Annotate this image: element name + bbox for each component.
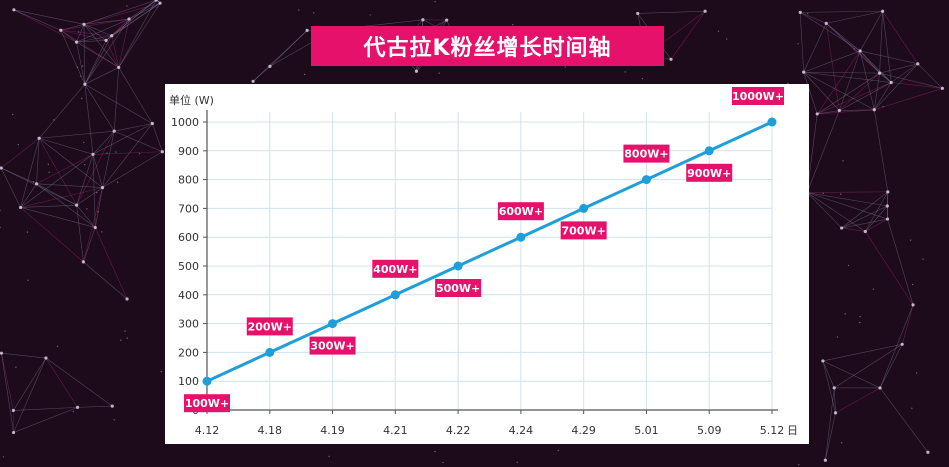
x-tick-label: 4.12 [195, 424, 220, 437]
data-label-text: 200W+ [248, 320, 292, 333]
data-label-text: 600W+ [499, 205, 543, 218]
data-label: 100W+ [184, 394, 230, 413]
data-point [579, 203, 589, 213]
grid-lines [207, 112, 773, 410]
y-axis-title: 单位 (W) [169, 93, 214, 107]
chart-card: 010020030040050060070080090010004.124.18… [165, 84, 809, 444]
data-label-box [732, 87, 784, 105]
data-label-text: 1000W+ [732, 90, 784, 103]
y-tick-label: 600 [178, 231, 199, 244]
data-label-text: 800W+ [624, 148, 668, 161]
data-label: 1000W+ [732, 87, 784, 105]
data-point [328, 319, 338, 329]
x-axis-title: 日 [787, 424, 798, 437]
data-label: 900W+ [686, 163, 733, 182]
y-tick-label: 100 [178, 375, 199, 388]
data-label-text: 400W+ [373, 263, 417, 276]
data-label: 600W+ [497, 202, 544, 221]
data-label-box [246, 317, 293, 336]
x-tick-label: 4.29 [571, 424, 596, 437]
data-label: 500W+ [435, 279, 482, 297]
y-tick-label: 700 [178, 202, 199, 215]
y-tick-label: 300 [178, 318, 199, 331]
y-tick-label: 400 [178, 289, 199, 302]
x-tick-label: 4.19 [320, 424, 345, 437]
data-point [390, 290, 400, 300]
data-label-text: 900W+ [687, 167, 731, 180]
x-tick-label: 4.24 [509, 424, 534, 437]
data-label-box [623, 144, 670, 163]
data-point [641, 175, 651, 185]
line-chart: 010020030040050060070080090010004.124.18… [169, 87, 798, 437]
series-line [206, 120, 773, 383]
y-tick-label: 200 [178, 346, 199, 359]
data-label-box [686, 163, 733, 182]
y-tick-label: 900 [178, 145, 199, 158]
data-label-box [184, 394, 230, 413]
data-label-box [309, 336, 356, 355]
x-tick-label: 5.01 [634, 424, 659, 437]
y-tick-label: 500 [178, 260, 199, 273]
data-label: 300W+ [309, 336, 356, 355]
data-label: 800W+ [623, 144, 670, 163]
data-label: 700W+ [560, 221, 607, 240]
data-label: 400W+ [372, 259, 419, 278]
data-point [704, 146, 714, 156]
data-label-box [435, 279, 482, 297]
x-tick-label: 4.21 [383, 424, 408, 437]
x-tick-label: 4.18 [258, 424, 283, 437]
x-tick-label: 5.09 [697, 424, 722, 437]
data-label-text: 700W+ [562, 224, 606, 237]
data-label-text: 500W+ [436, 282, 480, 295]
x-tick-label: 5.12 [760, 424, 785, 437]
y-tick-label: 1000 [171, 116, 199, 129]
data-point [767, 117, 777, 127]
data-point [516, 232, 526, 242]
data-label-box [372, 259, 419, 278]
data-point [265, 347, 275, 357]
chart-title: 代古拉K粉丝增长时间轴 [311, 26, 664, 66]
y-tick-label: 800 [178, 174, 199, 187]
data-point [202, 376, 212, 386]
data-label-box [560, 221, 607, 240]
data-label-box [497, 202, 544, 221]
data-label-text: 300W+ [310, 340, 354, 353]
x-tick-label: 4.22 [446, 424, 471, 437]
data-point [453, 261, 463, 271]
data-label: 200W+ [246, 317, 293, 336]
data-label-text: 100W+ [185, 397, 229, 410]
